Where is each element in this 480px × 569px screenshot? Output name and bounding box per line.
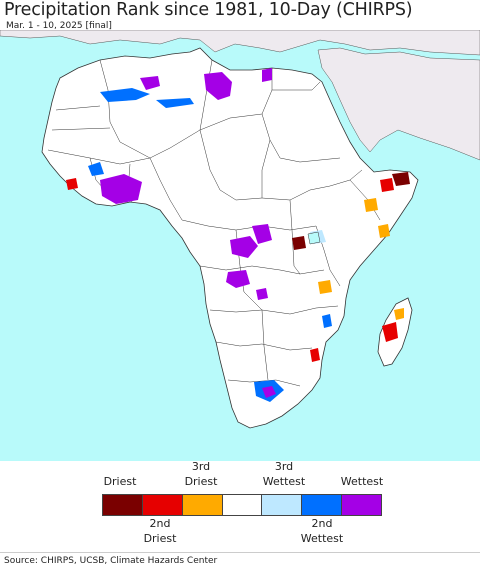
legend-swatch-2nd-wettest — [302, 495, 343, 515]
wettest-patch-libya — [204, 72, 232, 100]
africa-landmass — [41, 47, 419, 429]
wettest-patch-congo-1 — [230, 236, 258, 258]
wettest-patch-angola — [226, 270, 250, 288]
footer-divider — [0, 552, 480, 553]
legend-label-2nd-driest: 2nd Driest — [143, 517, 177, 545]
legend-swatch-3rd-wettest — [262, 495, 303, 515]
wet-patch-zambia — [256, 288, 268, 300]
legend-label-wettest: Wettest — [340, 475, 384, 488]
wettest-patch-south-africa — [262, 386, 276, 398]
source-credit: Source: CHIRPS, UCSB, Climate Hazards Ce… — [4, 556, 218, 566]
legend-label-2nd-wettest: 2nd Wettest — [300, 517, 344, 545]
legend-color-bar — [102, 494, 382, 516]
dry-patch-east — [378, 224, 390, 238]
wettest-patch-congo-2 — [252, 224, 272, 244]
europe-landmass — [0, 30, 480, 56]
legend-label-3rd-driest: 3rd Driest — [184, 460, 218, 488]
wet-patch-west-africa — [88, 162, 104, 176]
wet-anomaly-patches — [88, 68, 332, 402]
driest-patch-lake-victoria — [292, 236, 306, 250]
wet-patch-niger — [156, 98, 194, 108]
dry-patch-mozambique — [310, 348, 320, 362]
wettest-patch-egypt — [262, 68, 272, 82]
dry-anomaly-patches — [66, 172, 410, 362]
dry-patch-madagascar — [382, 322, 398, 342]
wettest-patch-west-africa — [100, 174, 142, 204]
map-subtitle: Mar. 1 - 10, 2025 [final] — [6, 21, 112, 31]
legend-swatch-2nd-driest — [142, 495, 183, 515]
dry-patch-somalia — [380, 178, 394, 192]
lake-victoria — [307, 231, 321, 245]
legend-swatch-3rd-driest — [182, 495, 223, 515]
legend-swatch-driest — [103, 495, 143, 515]
africa-precipitation-map — [0, 30, 480, 461]
dry-patch-tanzania — [318, 280, 332, 294]
legend-label-3rd-wettest: 3rd Wettest — [262, 460, 306, 488]
dry-patch-west — [66, 178, 78, 190]
driest-patch-somalia — [392, 172, 410, 186]
middle-east-landmass — [317, 47, 480, 161]
dry-patch-ethiopia — [364, 198, 378, 212]
wet-patch-sahara — [100, 88, 150, 102]
legend-swatch-wettest — [342, 495, 382, 515]
legend-swatch-normal — [222, 495, 263, 515]
wet-patch-mozambique — [322, 314, 332, 328]
dry-patch-madagascar-2 — [394, 308, 404, 320]
wettest-patch-algeria — [140, 76, 160, 90]
legend-label-driest: Driest — [103, 475, 137, 488]
map-title: Precipitation Rank since 1981, 10-Day (C… — [4, 0, 413, 20]
